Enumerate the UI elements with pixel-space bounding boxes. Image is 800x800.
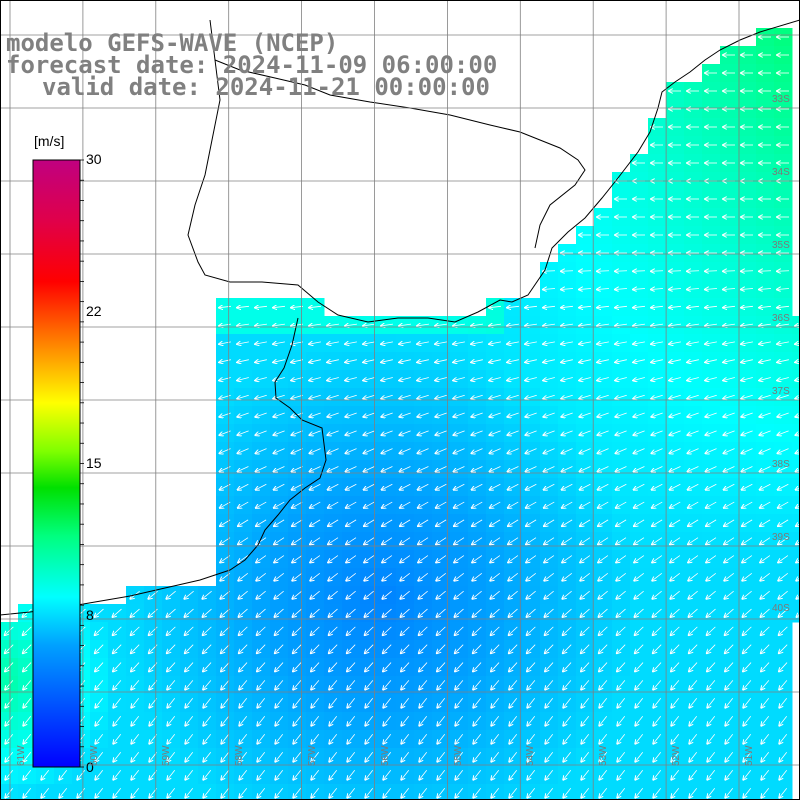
colorbar-tick-15: 15 <box>86 455 102 471</box>
wind-cell <box>90 784 109 800</box>
wind-cell <box>792 568 800 587</box>
wind-cell <box>234 784 253 800</box>
wind-cell <box>684 784 703 800</box>
lon-label-55w: 55W <box>453 745 464 766</box>
lon-label-61w: 61W <box>16 745 27 766</box>
wind-cell <box>792 496 800 515</box>
wind-arrow <box>669 271 682 272</box>
lat-label-36s: 36S <box>772 313 790 324</box>
lon-label-57w: 57W <box>307 745 318 766</box>
lon-label-58w: 58W <box>234 745 245 766</box>
wind-arrow <box>615 271 628 272</box>
wind-cell <box>450 784 469 800</box>
wind-arrow <box>597 271 610 272</box>
wind-cell <box>252 784 271 800</box>
wind-cell <box>468 784 487 800</box>
wind-cell <box>108 784 127 800</box>
title-line-3: valid date: 2024-11-21 00:00:00 <box>42 73 490 101</box>
wind-arrow <box>759 271 772 272</box>
wind-cell <box>648 784 667 800</box>
lon-label-53w: 53W <box>598 745 609 766</box>
wind-cell <box>792 604 800 623</box>
wind-arrow <box>723 271 736 272</box>
lon-label-59w: 59W <box>161 745 172 766</box>
wind-arrow <box>687 271 700 272</box>
wind-cell <box>216 784 235 800</box>
lat-label-37s: 37S <box>772 386 790 397</box>
wind-cell <box>198 784 217 800</box>
lat-label-35s: 35S <box>772 240 790 251</box>
wind-cell <box>396 784 415 800</box>
wind-cell <box>288 784 307 800</box>
lon-label-52w: 52W <box>671 745 682 766</box>
wind-cell <box>342 784 361 800</box>
wind-cell <box>360 784 379 800</box>
colorbar-tick-30: 30 <box>86 151 102 167</box>
wind-cell <box>792 514 800 533</box>
colorbar-tick-8: 8 <box>86 607 94 623</box>
lat-label-38s: 38S <box>772 459 790 470</box>
wind-cell <box>162 784 181 800</box>
wind-cell <box>792 406 800 425</box>
wind-cell <box>756 784 775 800</box>
wind-cell <box>504 784 523 800</box>
wind-arrow <box>705 271 718 272</box>
lon-label-54w: 54W <box>525 745 536 766</box>
wind-cell <box>792 460 800 479</box>
lat-label-39s: 39S <box>772 532 790 543</box>
wind-cell <box>324 784 343 800</box>
wind-cell <box>774 784 793 800</box>
colorbar-tick-22: 22 <box>86 303 102 319</box>
wind-arrow <box>741 271 754 272</box>
wind-cell <box>18 784 37 800</box>
wind-cell <box>792 424 800 443</box>
wind-cell <box>306 784 325 800</box>
wind-cell <box>792 442 800 461</box>
wind-cell <box>612 784 631 800</box>
colorbar-bar <box>32 159 81 768</box>
wind-cell <box>270 784 289 800</box>
wind-cell <box>792 532 800 551</box>
wind-cell <box>522 784 541 800</box>
wind-cell <box>666 784 685 800</box>
wind-cell <box>720 784 739 800</box>
wind-cell <box>702 784 721 800</box>
lon-label-51w: 51W <box>744 745 755 766</box>
lat-label-34s: 34S <box>772 167 790 178</box>
wind-cell <box>414 784 433 800</box>
wind-arrow <box>561 271 574 272</box>
wind-cell <box>594 784 613 800</box>
wind-cell <box>540 784 559 800</box>
wind-arrow <box>777 271 790 272</box>
wind-cell <box>792 586 800 605</box>
wind-cell <box>36 784 55 800</box>
wind-cell <box>180 784 199 800</box>
wind-cell <box>558 784 577 800</box>
wind-cell <box>630 784 649 800</box>
lon-label-56w: 56W <box>380 745 391 766</box>
wind-cell <box>72 784 91 800</box>
wind-cell <box>144 784 163 800</box>
wind-cell <box>0 784 19 800</box>
wind-cell <box>576 784 595 800</box>
colorbar-unit: [m/s] <box>34 133 65 149</box>
wind-cell <box>738 784 757 800</box>
wind-arrow <box>651 271 664 272</box>
wind-cell <box>378 784 397 800</box>
wind-cell <box>486 784 505 800</box>
wind-cell <box>792 550 800 569</box>
lon-label-60w: 60W <box>89 745 100 766</box>
wind-arrow <box>633 271 646 272</box>
wind-speed-cells <box>0 28 800 800</box>
wind-cell <box>792 478 800 497</box>
wind-cell <box>54 784 73 800</box>
lat-label-40s: 40S <box>772 603 790 614</box>
lat-label-33s: 33S <box>772 94 790 105</box>
wind-cell <box>126 784 145 800</box>
wind-arrow <box>579 271 592 272</box>
